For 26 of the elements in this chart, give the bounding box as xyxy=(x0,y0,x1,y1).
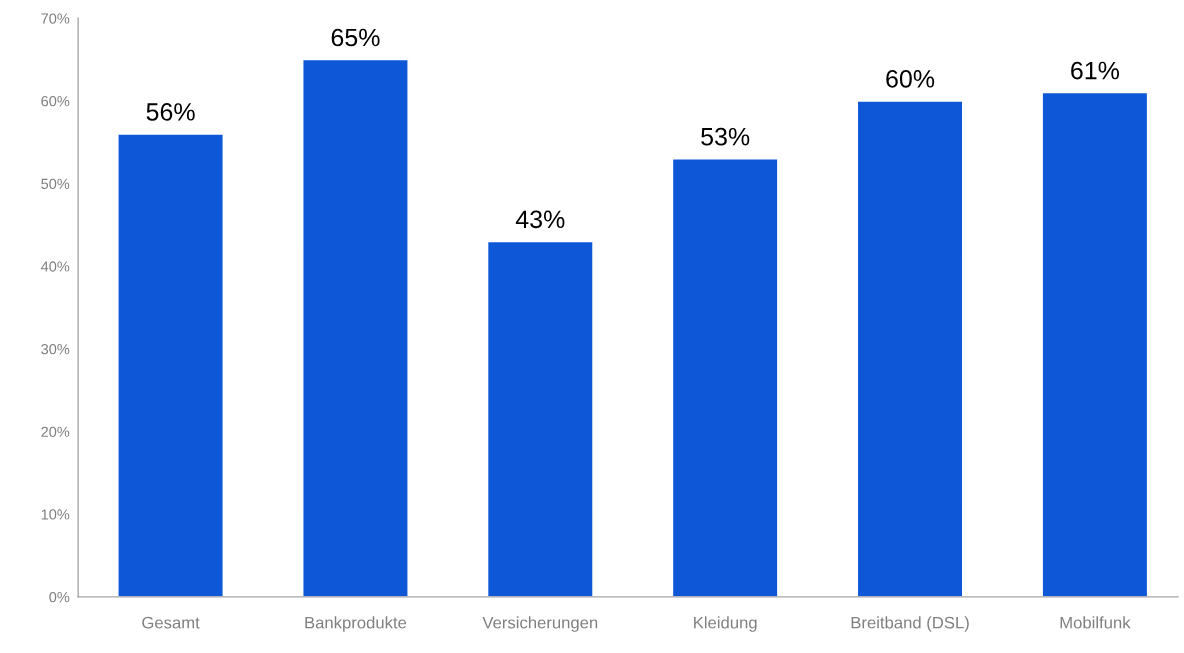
y-tick-label: 30% xyxy=(41,343,70,355)
y-tick-label: 70% xyxy=(41,13,70,24)
bar xyxy=(856,100,964,597)
data-label: 43% xyxy=(515,210,565,229)
data-label: 53% xyxy=(701,127,750,146)
data-label: 65% xyxy=(331,28,380,47)
y-tick-label: 0% xyxy=(49,591,70,603)
y-tick-label: 50% xyxy=(41,178,70,190)
data-label: 60% xyxy=(886,69,935,88)
x-tick-label: Gesamt xyxy=(142,616,200,629)
bar xyxy=(302,58,409,597)
x-tick-label: Bankprodukte xyxy=(305,616,407,632)
bar xyxy=(671,158,779,597)
x-tick-label: Kleidung xyxy=(694,616,757,632)
data-label: 56% xyxy=(146,103,195,121)
bar xyxy=(1041,91,1149,597)
bar xyxy=(486,240,594,597)
bar xyxy=(117,133,224,597)
y-tick-label: 40% xyxy=(40,261,70,272)
x-tick-label: Breitband (DSL) xyxy=(851,616,969,632)
x-tick-label: Versicherungen xyxy=(482,616,598,632)
y-tick-label: 10% xyxy=(41,509,70,520)
data-label: 61% xyxy=(1071,61,1120,80)
y-tick-label: 60% xyxy=(41,96,70,107)
y-tick-label: 20% xyxy=(41,426,70,437)
x-tick-label: Mobilfunk xyxy=(1060,616,1131,629)
